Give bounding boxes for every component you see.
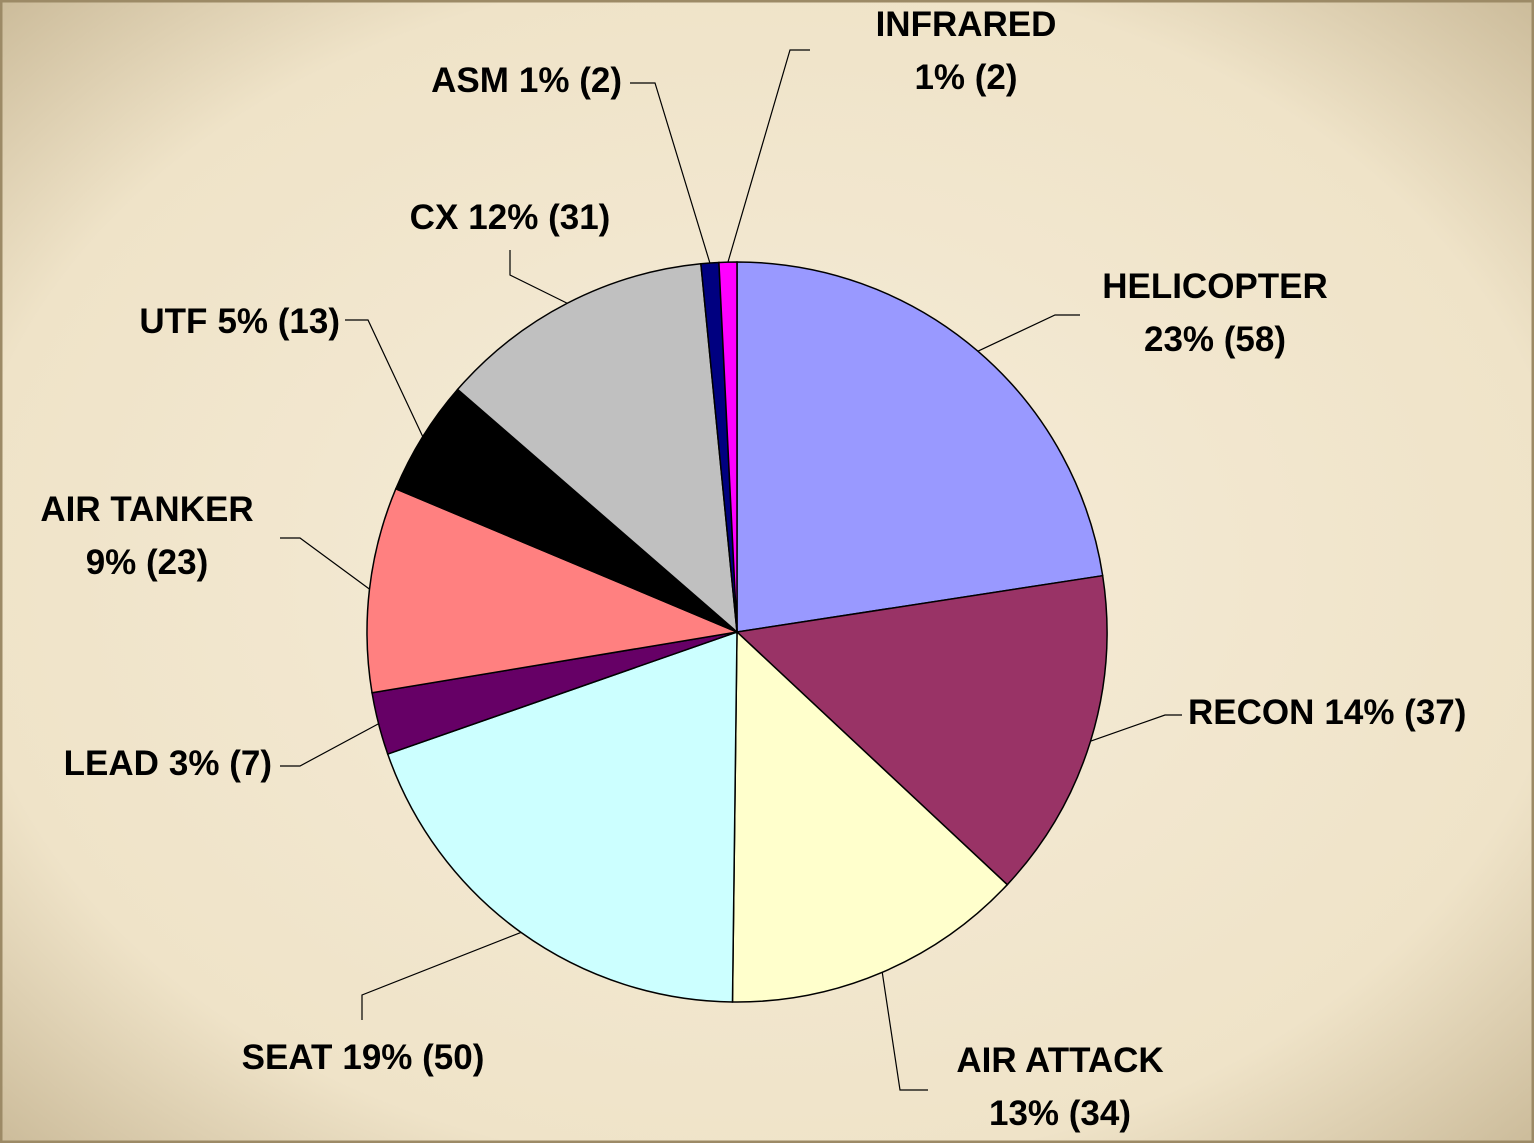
value-label: 1% (2) <box>914 58 1017 97</box>
leader-line <box>345 319 424 437</box>
pie-slice <box>731 630 1009 1003</box>
slice-label: HELICOPTER 23% (58) <box>1102 267 1328 359</box>
category-label: CX <box>410 198 459 237</box>
pie-slice <box>386 630 738 1003</box>
pie-slice <box>735 574 1108 886</box>
slice-label: CX 12% (31) <box>410 198 611 237</box>
value-label: 9% (23) <box>86 543 209 582</box>
category-label: UTF <box>139 302 207 341</box>
category-label: ASM <box>431 61 509 100</box>
leader-line <box>280 723 379 767</box>
value-label: 14% (37) <box>1324 693 1466 732</box>
slice-label: LEAD 3% (7) <box>64 744 272 783</box>
slice-label: RECON 14% (37) <box>1188 693 1466 732</box>
leader-line <box>881 972 928 1091</box>
category-label: LEAD <box>64 744 159 783</box>
category-label: HELICOPTER <box>1102 267 1328 306</box>
slice-label: SEAT 19% (50) <box>242 1038 485 1077</box>
value-label: 1% (2) <box>519 61 622 100</box>
leader-line <box>977 314 1080 352</box>
category-label: RECON <box>1188 693 1314 732</box>
category-label: AIR TANKER <box>40 490 253 529</box>
slice-label: UTF 5% (13) <box>139 302 340 341</box>
leader-line <box>630 82 711 264</box>
leader-line <box>509 250 568 304</box>
leader-line <box>1090 714 1182 742</box>
value-label: 23% (58) <box>1144 320 1286 359</box>
value-label: 19% (50) <box>342 1038 484 1077</box>
slice-label: ASM 1% (2) <box>431 61 622 100</box>
slice-label: AIR ATTACK 13% (34) <box>956 1041 1163 1133</box>
leader-line <box>727 49 810 263</box>
leader-line <box>361 931 522 1020</box>
pie-slice <box>366 487 740 694</box>
value-label: 12% (31) <box>468 198 610 237</box>
category-label: AIR ATTACK <box>956 1041 1163 1080</box>
value-label: 13% (34) <box>989 1094 1131 1133</box>
slice-label: INFRARED 1% (2) <box>876 5 1057 97</box>
category-label: SEAT <box>242 1038 333 1077</box>
category-label: INFRARED <box>876 5 1057 44</box>
slice-label: AIR TANKER 9% (23) <box>40 490 253 582</box>
value-label: 5% (13) <box>217 302 340 341</box>
value-label: 3% (7) <box>169 744 272 783</box>
pie-slice <box>736 261 1104 633</box>
leader-line <box>280 537 370 590</box>
